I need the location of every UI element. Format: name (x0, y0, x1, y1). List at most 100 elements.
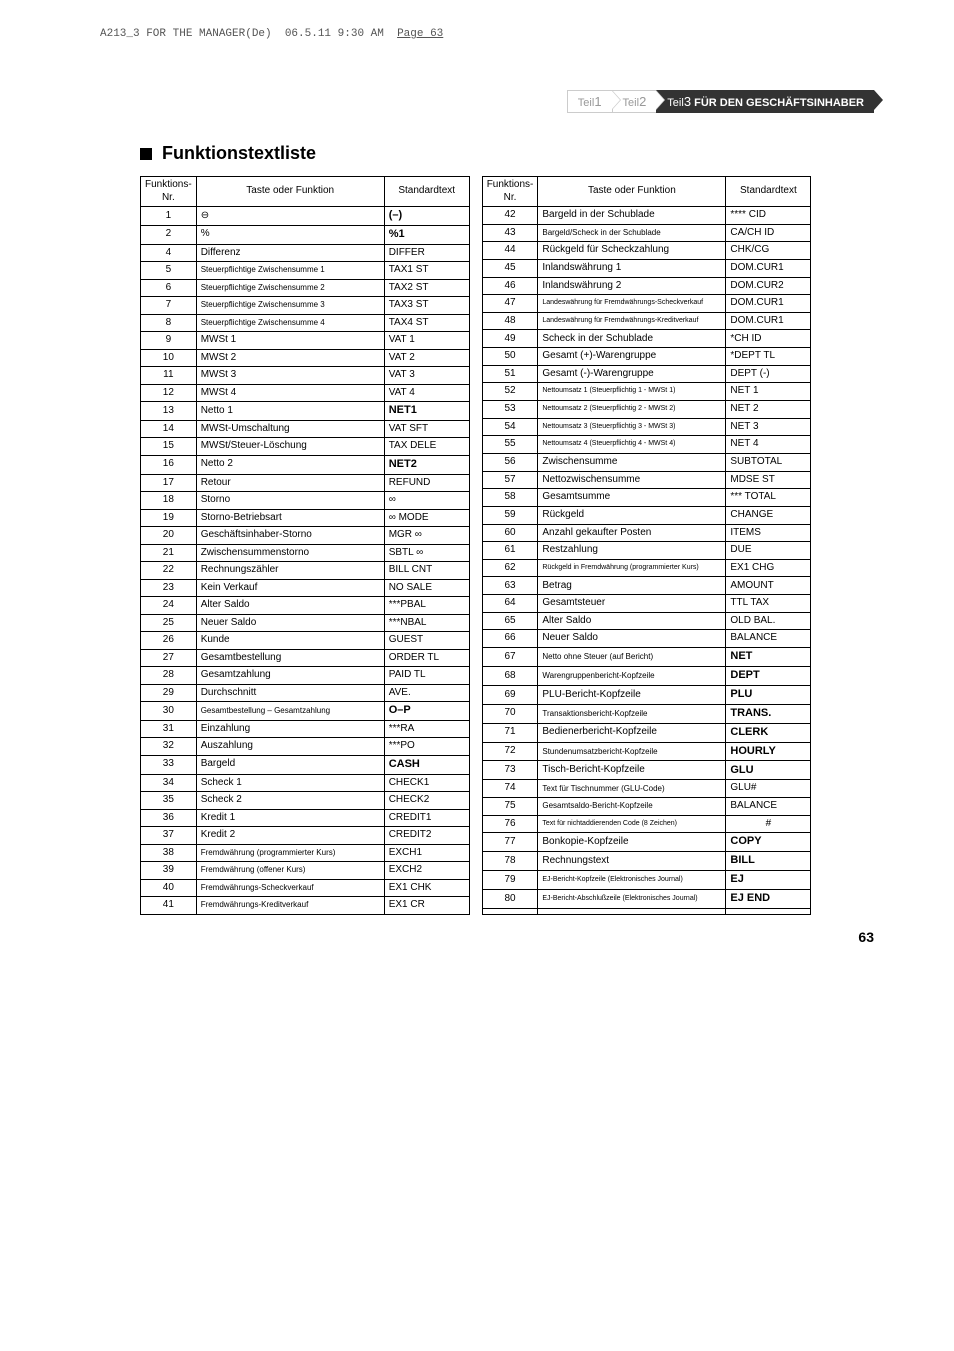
cell-nr: 9 (141, 332, 197, 350)
table-row: 31Einzahlung***RA (141, 720, 470, 738)
cell-func: Retour (196, 474, 384, 492)
tab-2-prefix: Teil (623, 97, 640, 109)
cell-nr: 79 (482, 871, 538, 890)
table-row: 66Neuer SaldoBALANCE (482, 630, 811, 648)
cell-func: Alter Saldo (538, 612, 726, 630)
cell-nr: 58 (482, 489, 538, 507)
cell-std: VAT 2 (384, 349, 469, 367)
cell-func: Storno (196, 492, 384, 510)
cell-std: HOURLY (726, 742, 811, 761)
cell-std: CREDIT2 (384, 827, 469, 845)
cell-std: VAT 4 (384, 384, 469, 402)
cell-std: NET 4 (726, 436, 811, 454)
cell-std: ***PBAL (384, 597, 469, 615)
cell-func: MWSt 4 (196, 384, 384, 402)
table-row: 36Kredit 1CREDIT1 (141, 809, 470, 827)
table-row: 63BetragAMOUNT (482, 577, 811, 595)
function-table-left: Funktions-Nr. Taste oder Funktion Standa… (140, 176, 470, 915)
table-row: 61RestzahlungDUE (482, 542, 811, 560)
cell-func: Alter Saldo (196, 597, 384, 615)
cell-nr (482, 908, 538, 914)
cell-nr: 7 (141, 297, 197, 315)
cell-std: OLD BAL. (726, 612, 811, 630)
cell-func: Text für Tischnummer (GLU-Code) (538, 780, 726, 798)
cell-func: Neuer Saldo (538, 630, 726, 648)
section-title: Funktionstextliste (140, 143, 874, 164)
cell-nr: 48 (482, 312, 538, 330)
table-row: 75Gesamtsaldo-Bericht-KopfzeileBALANCE (482, 798, 811, 816)
cell-std: EJ (726, 871, 811, 890)
cell-func: Gesamtsumme (538, 489, 726, 507)
cell-nr: 49 (482, 330, 538, 348)
col-std-header: Standardtext (384, 177, 469, 207)
table-row: 37Kredit 2CREDIT2 (141, 827, 470, 845)
table-row: 70Transaktionsbericht-KopfzeileTRANS. (482, 704, 811, 723)
cell-func: Transaktionsbericht-Kopfzeile (538, 704, 726, 723)
cell-nr: 61 (482, 542, 538, 560)
section-title-text: Funktionstextliste (162, 143, 316, 164)
cell-nr: 6 (141, 279, 197, 297)
table-row (482, 908, 811, 914)
cell-std: EJ END (726, 890, 811, 909)
col-func-header: Taste oder Funktion (196, 177, 384, 207)
cell-nr: 70 (482, 704, 538, 723)
col-nr-header: Funktions-Nr. (482, 177, 538, 207)
cell-nr: 29 (141, 684, 197, 702)
cell-func: Gesamtsteuer (538, 595, 726, 613)
cell-func: Fremdwährung (programmierter Kurs) (196, 844, 384, 862)
cell-std: EX1 CHG (726, 559, 811, 577)
cell-std: SUBTOTAL (726, 453, 811, 471)
cell-func: Einzahlung (196, 720, 384, 738)
col-nr-header: Funktions-Nr. (141, 177, 197, 207)
cell-std: EX1 CHK (384, 879, 469, 897)
cell-std: CREDIT1 (384, 809, 469, 827)
cell-std: EXCH1 (384, 844, 469, 862)
cell-std: VAT 1 (384, 332, 469, 350)
cell-func: Steuerpflichtige Zwischensumme 3 (196, 297, 384, 315)
cell-func: MWSt 1 (196, 332, 384, 350)
col-func-header: Taste oder Funktion (538, 177, 726, 207)
cell-func: PLU-Bericht-Kopfzeile (538, 685, 726, 704)
table-row: 16Netto 2NET2 (141, 455, 470, 474)
table-row: 20Geschäftsinhaber-StornoMGR ∞ (141, 527, 470, 545)
table-row: 53Nettoumsatz 2 (Steuerpflichtig 2 - MWS… (482, 401, 811, 419)
table-row: 67Netto ohne Steuer (auf Bericht)NET (482, 648, 811, 667)
cell-nr: 78 (482, 852, 538, 871)
doc-header: A213_3 FOR THE MANAGER(De) 06.5.11 9:30 … (100, 28, 443, 40)
cell-nr: 33 (141, 755, 197, 774)
cell-func: EJ-Bericht-Kopfzeile (Elektronisches Jou… (538, 871, 726, 890)
cell-func: Steuerpflichtige Zwischensumme 2 (196, 279, 384, 297)
cell-std: BALANCE (726, 630, 811, 648)
cell-nr: 55 (482, 436, 538, 454)
table-row: 2%%1 (141, 225, 470, 244)
cell-std: NO SALE (384, 579, 469, 597)
cell-func: Warengruppenbericht-Kopfzeile (538, 666, 726, 685)
cell-nr: 30 (141, 702, 197, 721)
cell-nr: 23 (141, 579, 197, 597)
cell-nr: 59 (482, 506, 538, 524)
table-row: 5Steuerpflichtige Zwischensumme 1TAX1 ST (141, 262, 470, 280)
table-row: 10MWSt 2VAT 2 (141, 349, 470, 367)
table-row: 59RückgeldCHANGE (482, 506, 811, 524)
cell-nr: 24 (141, 597, 197, 615)
cell-nr: 57 (482, 471, 538, 489)
table-row: 73Tisch-Bericht-KopfzeileGLU (482, 761, 811, 780)
cell-std: TAX4 ST (384, 314, 469, 332)
cell-nr: 62 (482, 559, 538, 577)
table-row: 33BargeldCASH (141, 755, 470, 774)
cell-func: MWSt-Umschaltung (196, 420, 384, 438)
cell-nr: 66 (482, 630, 538, 648)
cell-func: Netto ohne Steuer (auf Bericht) (538, 648, 726, 667)
cell-func: Rückgeld (538, 506, 726, 524)
page-number: 63 (858, 929, 874, 945)
table-row: 11MWSt 3VAT 3 (141, 367, 470, 385)
cell-func: Nettoumsatz 2 (Steuerpflichtig 2 - MWSt … (538, 401, 726, 419)
cell-func: Gesamt (-)-Warengruppe (538, 365, 726, 383)
cell-std: CASH (384, 755, 469, 774)
cell-func: Rechnungszähler (196, 562, 384, 580)
cell-nr: 5 (141, 262, 197, 280)
cell-func: Gesamtbestellung (196, 649, 384, 667)
cell-func: Kein Verkauf (196, 579, 384, 597)
cell-std: CLERK (726, 723, 811, 742)
cell-std: MGR ∞ (384, 527, 469, 545)
